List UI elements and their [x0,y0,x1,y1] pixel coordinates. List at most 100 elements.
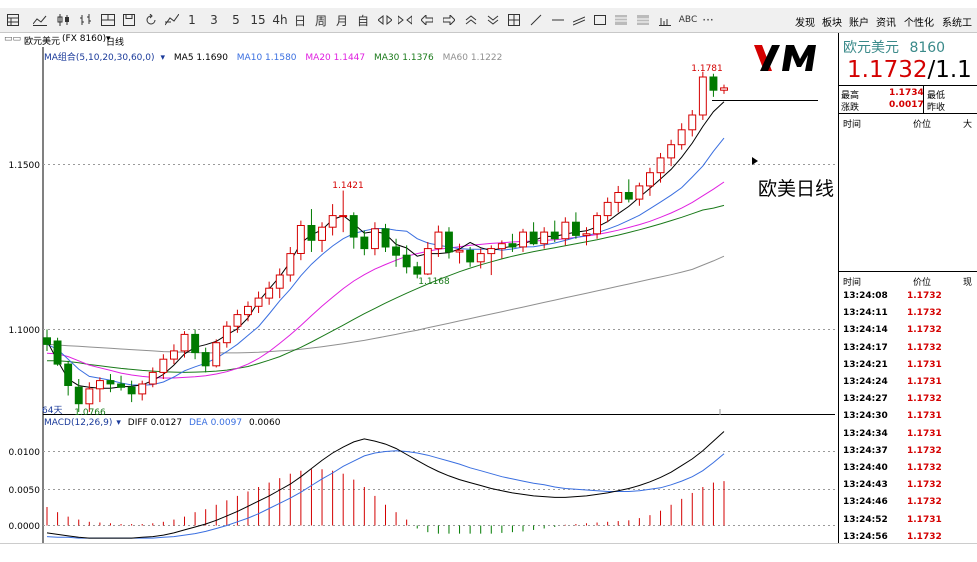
zoom-out-icon[interactable] [398,11,412,29]
tick-price: 1.1732 [907,308,942,319]
candle-up [148,367,157,388]
candle-down [74,379,83,412]
draw-icon[interactable] [164,11,180,29]
candle-up [222,321,231,348]
ma5-value: MA5 1.1690 [173,53,228,63]
menu-account[interactable]: 账户 [849,18,869,29]
menu-discover[interactable]: 发现 [795,18,815,29]
table-icon[interactable] [507,11,521,29]
xm-logo [752,37,835,79]
arrow-down-icon[interactable] [486,11,500,29]
macd-value: 0.0060 [248,418,281,428]
arrow-left-icon[interactable] [420,11,434,29]
candle-up [635,182,644,206]
period-day[interactable]: 日 [293,13,306,28]
tick-row: 13:24:30 1.1731 [843,411,977,428]
macd-label-0050: 0.0050 [9,486,41,496]
high-label: 最高 [841,91,860,101]
volume-tool-icon[interactable] [658,11,672,29]
tick-price: 1.1731 [907,428,942,439]
refresh-icon[interactable] [143,11,159,29]
period-4h[interactable]: 4h [272,13,288,27]
candle-body [180,333,189,352]
layout-switch-icon[interactable]: ▭▭ [4,34,22,44]
save-icon[interactable] [121,11,137,29]
candle-body [423,248,432,275]
macd-selector[interactable]: MACD(12,26,9) ▾ [44,418,121,428]
tick-price: 1.1731 [907,377,942,387]
tick-price: 1.1732 [907,463,942,473]
line-tool-icon[interactable] [529,11,543,29]
candle-body [307,225,316,241]
bar-icon[interactable] [78,11,94,29]
candle-body [339,215,348,218]
bottom-border [0,543,977,544]
candle-body [244,305,252,316]
candle-up [180,331,189,358]
grid-icon[interactable] [6,11,20,29]
period-5[interactable]: 5 [232,13,240,27]
candles [43,71,728,412]
line-chart-icon[interactable] [32,11,48,29]
ma10-line [46,137,725,386]
period-1[interactable]: 1 [188,13,196,27]
change-value: 0.0017 [889,100,924,110]
tick-time: 13:24:37 [843,445,888,456]
period-3[interactable]: 3 [210,13,218,27]
candle-body [117,383,125,388]
menu-sector[interactable]: 板块 [822,18,842,29]
kline-chart[interactable]: 1.1500 1.1000 0.0100 0.0050 0.0000 1.178… [0,47,838,543]
quote-price-separator: / [927,57,936,83]
ticks-time-header: 时间 [843,278,862,288]
candle-body [170,350,178,360]
price-label-1-15: 1.1500 [9,161,41,171]
candle-down [508,233,517,252]
period-custom[interactable]: 自 [356,13,369,28]
hline-tool-icon[interactable] [551,11,565,29]
menu-system[interactable]: 系统工 [942,18,972,29]
rectangle-tool-icon[interactable] [593,11,607,29]
candle-up [561,217,570,246]
arrow-right-icon[interactable] [442,11,456,29]
tick-price: 1.1732 [907,325,942,336]
fibonacci-tool-icon[interactable] [614,11,628,29]
arrow-up-icon[interactable] [464,11,478,29]
candle-body [667,144,676,159]
ma20-line [46,181,725,379]
channel-tool-icon[interactable] [572,11,586,29]
text-tool[interactable]: ABC [678,15,698,25]
ma-group-selector[interactable]: MA组合(5,10,20,30,60,0) ▾ [44,53,166,63]
more-button[interactable]: ··· [702,13,714,27]
gann-tool-icon[interactable] [636,11,650,29]
tick-price: 1.1732 [907,291,942,301]
zoom-in-icon[interactable] [378,11,392,29]
change-label: 涨跌 [841,103,860,113]
ma30-value: MA30 1.1376 [374,53,434,63]
pointer-icon [752,157,758,165]
candle-up [614,185,623,213]
macd-dea: DEA 0.0097 [188,418,243,428]
candle-body [434,231,443,250]
current-price-line [712,100,818,101]
period-selector[interactable]: 日线 ▾ [106,34,125,48]
tick-price: 1.1731 [907,411,942,422]
quote-ask: 1.1 [935,57,972,83]
menu-personalize[interactable]: 个性化 [904,18,934,29]
period-15[interactable]: 15 [250,13,266,27]
layout-icon[interactable] [100,11,116,29]
tick-row: 13:24:37 1.1732 [843,446,977,463]
candle-up [244,301,252,322]
tick-price: 1.1732 [907,480,942,491]
ticks-now-header: 现 [963,278,973,288]
period-week[interactable]: 周 [314,13,327,28]
menu-news[interactable]: 资讯 [876,18,896,29]
candle-up [296,220,305,261]
candle-icon[interactable] [56,11,72,29]
candle-body [635,185,644,200]
candle-body [212,342,221,367]
high-value: 1.1734 [889,88,924,98]
period-month[interactable]: 月 [335,13,348,28]
tick-row: 13:24:11 1.1732 [843,308,977,325]
candle-down [201,347,210,373]
candle-up [265,281,274,305]
